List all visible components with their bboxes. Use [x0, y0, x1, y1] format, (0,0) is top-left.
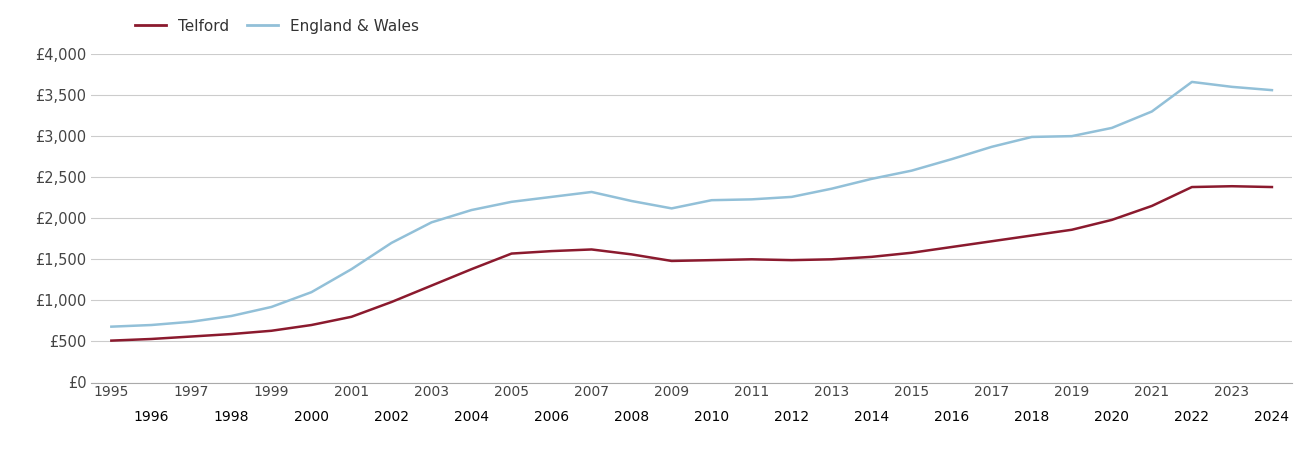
Telford [103, 338, 119, 343]
Telford [624, 252, 639, 257]
Telford [1224, 184, 1240, 189]
Telford [1104, 217, 1120, 223]
England & Wales [823, 186, 839, 191]
England & Wales [424, 220, 440, 225]
England & Wales [544, 194, 560, 200]
England & Wales [744, 197, 760, 202]
England & Wales [1144, 109, 1160, 114]
Telford [1144, 203, 1160, 209]
England & Wales [864, 176, 880, 181]
Legend: Telford, England & Wales: Telford, England & Wales [134, 19, 419, 34]
England & Wales [504, 199, 519, 204]
Telford [504, 251, 519, 256]
England & Wales [1224, 84, 1240, 90]
England & Wales [1064, 133, 1079, 139]
England & Wales [304, 289, 320, 295]
England & Wales [1104, 125, 1120, 130]
Telford [1184, 184, 1199, 190]
Telford [264, 328, 279, 333]
England & Wales [384, 240, 399, 246]
England & Wales [223, 313, 239, 319]
Telford [184, 334, 200, 339]
England & Wales [463, 207, 479, 213]
England & Wales [144, 322, 159, 328]
Line: Telford: Telford [111, 186, 1272, 341]
Telford [144, 336, 159, 342]
Telford [463, 266, 479, 272]
Telford [1024, 233, 1040, 238]
Telford [304, 322, 320, 328]
England & Wales [184, 319, 200, 324]
England & Wales [624, 198, 639, 204]
England & Wales [264, 304, 279, 310]
England & Wales [103, 324, 119, 329]
Telford [944, 244, 959, 250]
Telford [744, 256, 760, 262]
Telford [703, 257, 719, 263]
Telford [424, 283, 440, 288]
England & Wales [944, 157, 959, 162]
Telford [984, 238, 1000, 244]
Telford [904, 250, 920, 256]
Telford [664, 258, 680, 264]
England & Wales [1184, 79, 1199, 85]
England & Wales [664, 206, 680, 211]
England & Wales [1265, 87, 1280, 93]
England & Wales [1024, 134, 1040, 140]
England & Wales [784, 194, 800, 200]
England & Wales [984, 144, 1000, 149]
Telford [223, 331, 239, 337]
England & Wales [904, 168, 920, 173]
Telford [864, 254, 880, 260]
England & Wales [343, 266, 359, 272]
Telford [343, 314, 359, 319]
Telford [384, 299, 399, 305]
Telford [583, 247, 599, 252]
Telford [1265, 184, 1280, 190]
Telford [823, 256, 839, 262]
Telford [784, 257, 800, 263]
England & Wales [583, 189, 599, 195]
England & Wales [703, 198, 719, 203]
Telford [544, 248, 560, 254]
Telford [1064, 227, 1079, 233]
Line: England & Wales: England & Wales [111, 82, 1272, 327]
